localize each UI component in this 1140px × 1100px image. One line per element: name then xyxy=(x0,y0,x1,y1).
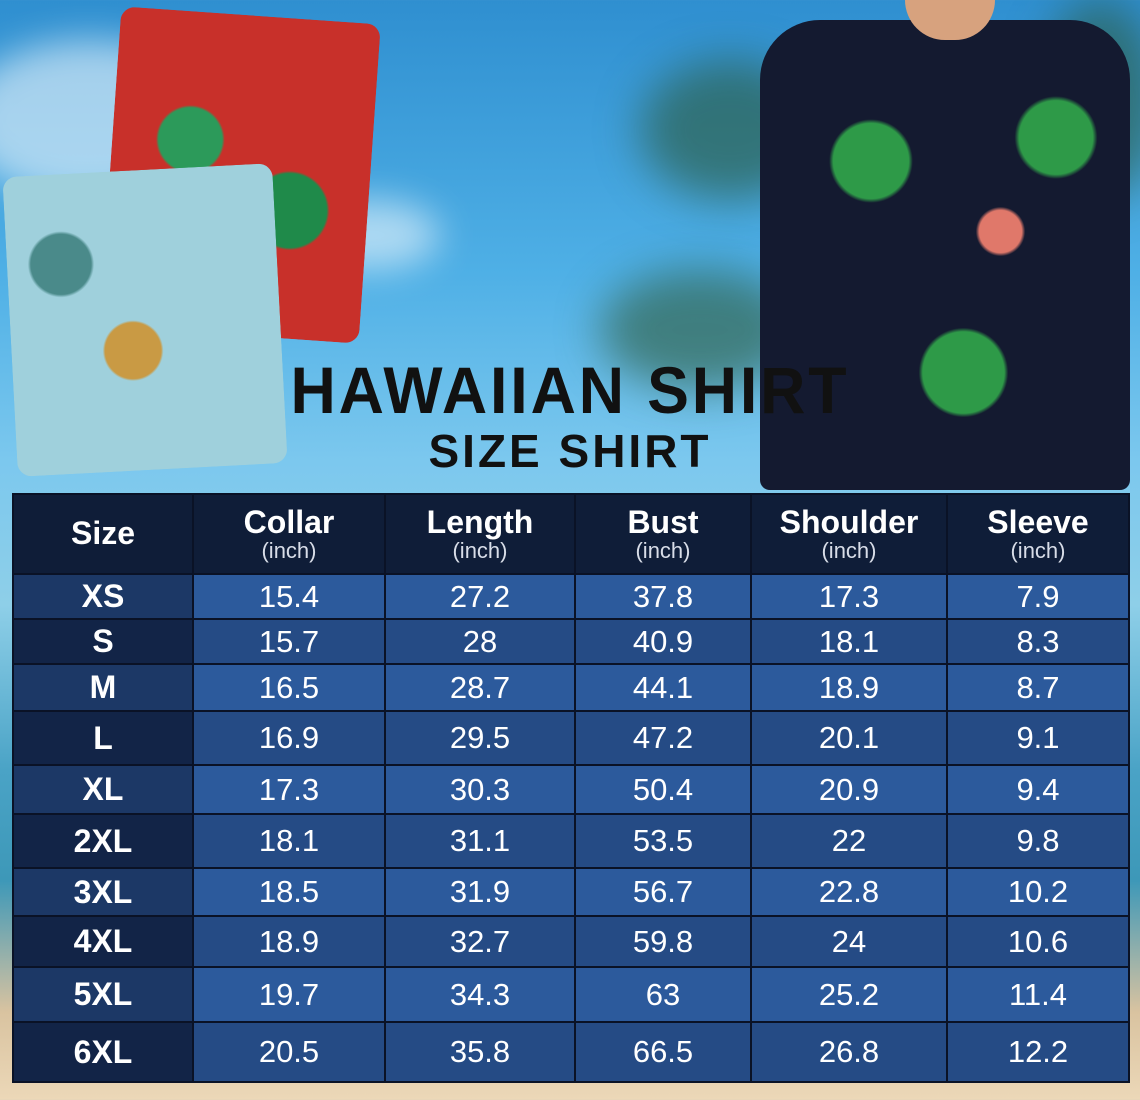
measurement-cell: 17.3 xyxy=(192,764,386,815)
measurement-cell: 59.8 xyxy=(574,915,752,968)
table-row: XL 17.3 30.3 50.4 20.9 9.4 xyxy=(12,764,1130,815)
measurement-cell: 9.8 xyxy=(946,813,1130,869)
measurement-cell: 66.5 xyxy=(574,1021,752,1083)
column-header-label: Size xyxy=(70,515,136,552)
measurement-cell: 31.1 xyxy=(384,813,576,869)
measurement-cell: 27.2 xyxy=(384,573,576,620)
measurement-cell: 10.6 xyxy=(946,915,1130,968)
column-header-sleeve: Sleeve (inch) xyxy=(946,493,1130,575)
measurement-cell: 9.4 xyxy=(946,764,1130,815)
size-chart-table: Size Collar (inch) Length (inch) Bust (inch) Sh… xyxy=(12,493,1130,1083)
table-row: L 16.9 29.5 47.2 20.1 9.1 xyxy=(12,710,1130,766)
table-row: 3XL 18.5 31.9 56.7 22.8 10.2 xyxy=(12,867,1130,917)
column-header-shoulder: Shoulder (inch) xyxy=(750,493,948,575)
column-header-unit: (inch) xyxy=(821,538,877,564)
column-header-unit: (inch) xyxy=(452,538,508,564)
table-row: XS 15.4 27.2 37.8 17.3 7.9 xyxy=(12,573,1130,620)
measurement-cell: 24 xyxy=(750,915,948,968)
column-header-bust: Bust (inch) xyxy=(574,493,752,575)
size-cell: 6XL xyxy=(12,1021,194,1083)
measurement-cell: 22 xyxy=(750,813,948,869)
model-wearing-shirt-image xyxy=(760,20,1130,490)
column-header-label: Collar xyxy=(243,503,335,540)
measurement-cell: 26.8 xyxy=(750,1021,948,1083)
measurement-cell: 29.5 xyxy=(384,710,576,766)
measurement-cell: 20.9 xyxy=(750,764,948,815)
column-header-unit: (inch) xyxy=(261,538,317,564)
measurement-cell: 63 xyxy=(574,966,752,1023)
size-cell: XS xyxy=(12,573,194,620)
page-title: HAWAIIAN SHIRT xyxy=(290,353,850,427)
measurement-cell: 12.2 xyxy=(946,1021,1130,1083)
measurement-cell: 18.1 xyxy=(192,813,386,869)
size-cell: S xyxy=(12,618,194,665)
measurement-cell: 37.8 xyxy=(574,573,752,620)
measurement-cell: 47.2 xyxy=(574,710,752,766)
measurement-cell: 15.7 xyxy=(192,618,386,665)
measurement-cell: 53.5 xyxy=(574,813,752,869)
column-header-label: Length xyxy=(426,503,534,540)
size-cell: 4XL xyxy=(12,915,194,968)
measurement-cell: 18.9 xyxy=(750,663,948,712)
measurement-cell: 25.2 xyxy=(750,966,948,1023)
measurement-cell: 8.7 xyxy=(946,663,1130,712)
measurement-cell: 32.7 xyxy=(384,915,576,968)
measurement-cell: 20.5 xyxy=(192,1021,386,1083)
measurement-cell: 9.1 xyxy=(946,710,1130,766)
measurement-cell: 40.9 xyxy=(574,618,752,665)
page-subtitle: SIZE SHIRT xyxy=(428,425,712,477)
column-header-label: Sleeve xyxy=(987,503,1089,540)
measurement-cell: 34.3 xyxy=(384,966,576,1023)
measurement-cell: 44.1 xyxy=(574,663,752,712)
measurement-cell: 15.4 xyxy=(192,573,386,620)
measurement-cell: 28 xyxy=(384,618,576,665)
measurement-cell: 35.8 xyxy=(384,1021,576,1083)
measurement-cell: 28.7 xyxy=(384,663,576,712)
size-cell: 3XL xyxy=(12,867,194,917)
measurement-cell: 50.4 xyxy=(574,764,752,815)
size-cell: M xyxy=(12,663,194,712)
measurement-cell: 8.3 xyxy=(946,618,1130,665)
table-row: M 16.5 28.7 44.1 18.9 8.7 xyxy=(12,663,1130,712)
table-row: 5XL 19.7 34.3 63 25.2 11.4 xyxy=(12,966,1130,1023)
table-row: 4XL 18.9 32.7 59.8 24 10.6 xyxy=(12,915,1130,968)
measurement-cell: 10.2 xyxy=(946,867,1130,917)
measurement-cell: 18.5 xyxy=(192,867,386,917)
size-cell: 5XL xyxy=(12,966,194,1023)
table-row: 6XL 20.5 35.8 66.5 26.8 12.2 xyxy=(12,1021,1130,1083)
measurement-cell: 16.5 xyxy=(192,663,386,712)
table-header-row: Size Collar (inch) Length (inch) Bust (inch) Sh… xyxy=(12,493,1130,575)
measurement-cell: 7.9 xyxy=(946,573,1130,620)
column-header-unit: (inch) xyxy=(635,538,691,564)
measurement-cell: 56.7 xyxy=(574,867,752,917)
measurement-cell: 18.1 xyxy=(750,618,948,665)
column-header-label: Shoulder xyxy=(779,503,919,540)
table-row: S 15.7 28 40.9 18.1 8.3 xyxy=(12,618,1130,665)
measurement-cell: 30.3 xyxy=(384,764,576,815)
column-header-collar: Collar (inch) xyxy=(192,493,386,575)
measurement-cell: 19.7 xyxy=(192,966,386,1023)
table-row: 2XL 18.1 31.1 53.5 22 9.8 xyxy=(12,813,1130,869)
measurement-cell: 31.9 xyxy=(384,867,576,917)
measurement-cell: 22.8 xyxy=(750,867,948,917)
measurement-cell: 17.3 xyxy=(750,573,948,620)
measurement-cell: 20.1 xyxy=(750,710,948,766)
size-cell: XL xyxy=(12,764,194,815)
size-cell: 2XL xyxy=(12,813,194,869)
size-cell: L xyxy=(12,710,194,766)
measurement-cell: 18.9 xyxy=(192,915,386,968)
column-header-length: Length (inch) xyxy=(384,493,576,575)
measurement-cell: 11.4 xyxy=(946,966,1130,1023)
column-header-size: Size xyxy=(12,493,194,575)
column-header-unit: (inch) xyxy=(1010,538,1066,564)
measurement-cell: 16.9 xyxy=(192,710,386,766)
column-header-label: Bust xyxy=(627,503,699,540)
